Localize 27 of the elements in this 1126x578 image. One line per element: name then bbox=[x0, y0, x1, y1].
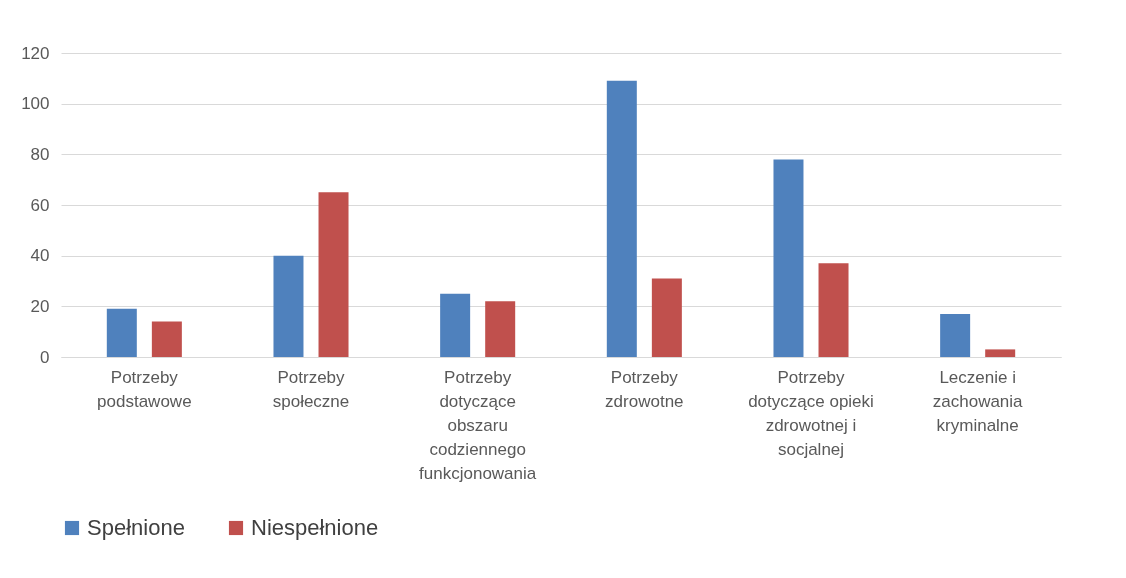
x-tick-label: Potrzeby dotyczące opieki zdrowotnej i socjalnej bbox=[748, 367, 874, 459]
y-tick-label: 80 bbox=[30, 144, 50, 164]
legend-label: Spełnione bbox=[87, 515, 185, 540]
x-tick-label: Potrzeby podstawowe bbox=[97, 367, 192, 411]
bar bbox=[940, 313, 971, 357]
x-tick-label: Potrzeby dotyczące obszaru codziennego funkcjonowania bbox=[419, 367, 537, 483]
bar bbox=[440, 293, 471, 357]
bar bbox=[273, 255, 304, 357]
x-tick-label: Potrzeby zdrowotne bbox=[605, 367, 684, 411]
y-tick-label: 60 bbox=[30, 195, 50, 215]
bar bbox=[318, 192, 349, 357]
bar bbox=[651, 278, 682, 357]
y-tick-label: 100 bbox=[21, 94, 50, 114]
bar bbox=[485, 301, 516, 357]
x-tick-label: Potrzeby społeczne bbox=[272, 367, 350, 411]
bar bbox=[106, 308, 137, 357]
bar bbox=[985, 349, 1016, 357]
bar bbox=[773, 159, 804, 357]
bar bbox=[151, 321, 182, 357]
x-tick-label: Leczenie i zachowania kryminalne bbox=[932, 367, 1024, 435]
y-tick-label: 20 bbox=[30, 296, 50, 316]
bar bbox=[606, 80, 637, 357]
y-tick-label: 40 bbox=[30, 246, 50, 266]
legend-label: Niespełnione bbox=[251, 515, 379, 540]
y-tick-label: 0 bbox=[40, 347, 50, 367]
y-tick-label: 120 bbox=[21, 43, 50, 63]
bar bbox=[818, 263, 849, 357]
